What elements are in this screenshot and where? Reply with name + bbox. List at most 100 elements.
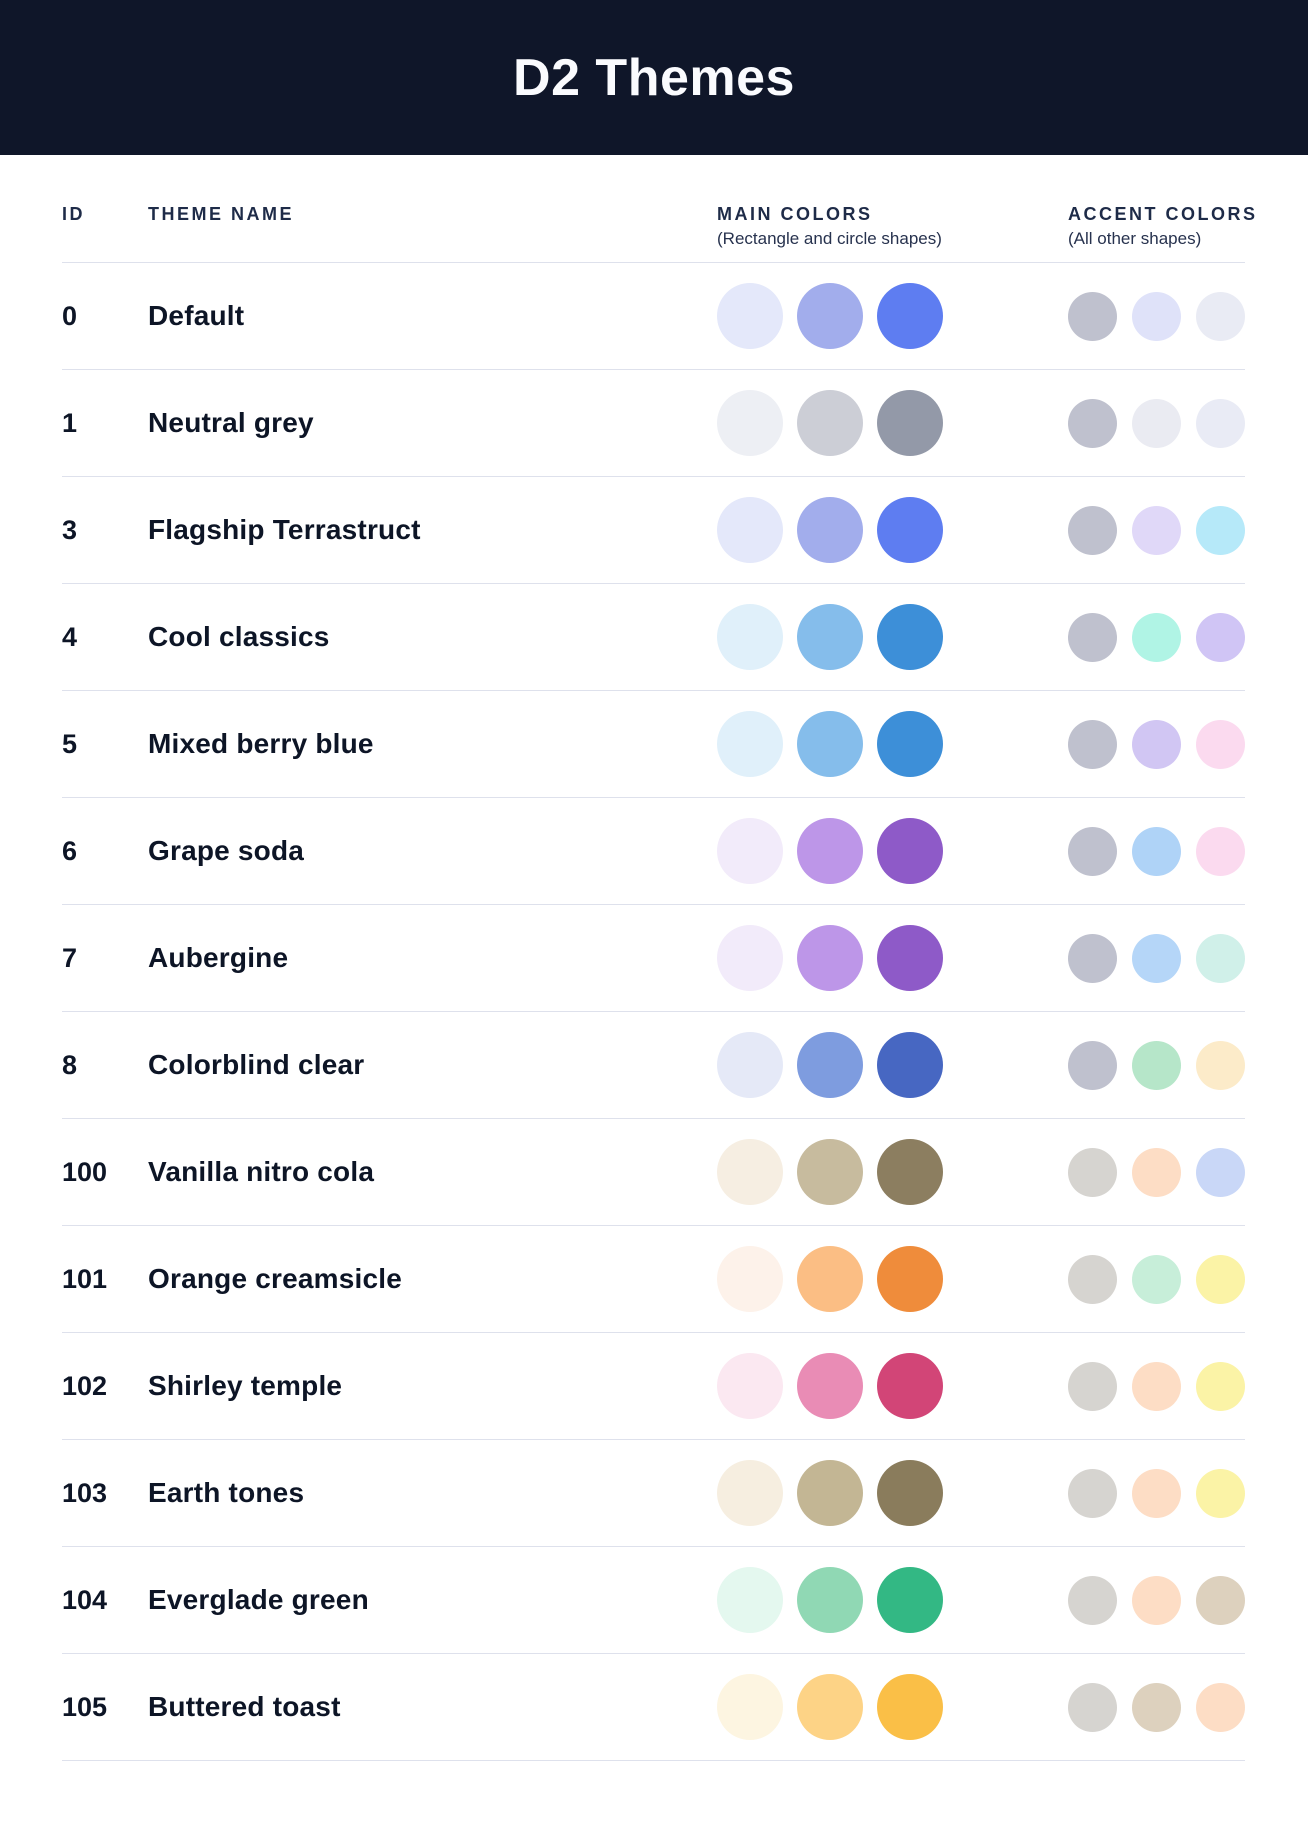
main-colors-cell — [717, 925, 943, 991]
main-color-swatch — [717, 925, 783, 991]
accent-color-swatch — [1196, 933, 1245, 983]
main-color-swatch — [717, 1246, 783, 1312]
main-colors-cell — [717, 1139, 943, 1205]
accent-color-swatch — [1068, 1040, 1117, 1090]
theme-name: Default — [148, 300, 245, 331]
accent-colors-cell — [1068, 933, 1245, 983]
main-color-swatch — [877, 1674, 943, 1740]
accent-color-swatch — [1132, 398, 1181, 448]
main-color-swatch — [717, 1674, 783, 1740]
main-color-swatch — [877, 1353, 943, 1419]
accent-color-swatch — [1068, 612, 1117, 662]
accent-color-swatch — [1068, 291, 1117, 341]
main-color-swatch — [797, 818, 863, 884]
main-color-swatch — [877, 711, 943, 777]
theme-name: Colorblind clear — [148, 1049, 365, 1080]
theme-row: 5 Mixed berry blue — [62, 691, 1245, 798]
main-color-swatch — [717, 283, 783, 349]
theme-name: Vanilla nitro cola — [148, 1156, 375, 1187]
main-colors-cell — [717, 1567, 943, 1633]
accent-color-swatch — [1196, 1468, 1245, 1518]
accent-color-swatch — [1132, 826, 1181, 876]
theme-id: 5 — [62, 728, 78, 759]
accent-color-swatch — [1132, 1040, 1181, 1090]
theme-row: 102 Shirley temple — [62, 1333, 1245, 1440]
theme-id: 8 — [62, 1049, 78, 1080]
accent-color-swatch — [1132, 505, 1181, 555]
theme-name: Orange creamsicle — [148, 1263, 402, 1294]
theme-name: Earth tones — [148, 1477, 305, 1508]
accent-color-swatch — [1132, 1361, 1181, 1411]
accent-colors-cell — [1068, 291, 1245, 341]
accent-color-swatch — [1196, 612, 1245, 662]
main-color-swatch — [797, 1032, 863, 1098]
theme-id: 3 — [62, 514, 78, 545]
accent-color-swatch — [1196, 1254, 1245, 1304]
main-color-swatch — [797, 390, 863, 456]
theme-id: 100 — [62, 1156, 108, 1187]
main-color-swatch — [877, 604, 943, 670]
accent-color-swatch — [1132, 612, 1181, 662]
theme-id: 7 — [62, 942, 78, 973]
accent-colors-cell — [1068, 1254, 1245, 1304]
accent-colors-cell — [1068, 1147, 1245, 1197]
theme-name: Grape soda — [148, 835, 305, 866]
accent-color-swatch — [1068, 1254, 1117, 1304]
accent-color-swatch — [1196, 1040, 1245, 1090]
themes-table: ID THEME NAME MAIN COLORS (Rectangle and… — [0, 155, 1308, 1761]
main-colors-cell — [717, 711, 943, 777]
main-colors-cell — [717, 283, 943, 349]
accent-colors-cell — [1068, 1575, 1245, 1625]
theme-row: 1 Neutral grey — [62, 370, 1245, 477]
accent-color-swatch — [1068, 1147, 1117, 1197]
main-colors-cell — [717, 818, 943, 884]
accent-color-swatch — [1068, 1468, 1117, 1518]
accent-colors-label: ACCENT COLORS — [1068, 204, 1258, 224]
theme-name: Flagship Terrastruct — [148, 514, 421, 545]
main-color-swatch — [797, 604, 863, 670]
main-color-swatch — [877, 818, 943, 884]
main-colors-cell — [717, 390, 943, 456]
theme-name: Buttered toast — [148, 1691, 341, 1722]
accent-colors-subtitle: (All other shapes) — [1068, 229, 1202, 248]
theme-row: 7 Aubergine — [62, 905, 1245, 1012]
accent-color-swatch — [1132, 1682, 1181, 1732]
theme-id: 0 — [62, 300, 78, 331]
theme-id: 105 — [62, 1691, 108, 1722]
main-color-swatch — [797, 283, 863, 349]
main-colors-label: MAIN COLORS — [717, 204, 873, 224]
main-color-swatch — [797, 1674, 863, 1740]
main-color-swatch — [877, 925, 943, 991]
main-color-swatch — [717, 604, 783, 670]
main-color-swatch — [717, 1567, 783, 1633]
theme-row: 6 Grape soda — [62, 798, 1245, 905]
theme-row: 0 Default — [62, 263, 1245, 370]
accent-colors-cell — [1068, 505, 1245, 555]
main-colors-cell — [717, 1674, 943, 1740]
column-header-main-colors: MAIN COLORS (Rectangle and circle shapes… — [717, 203, 943, 249]
accent-color-swatch — [1196, 398, 1245, 448]
theme-name: Neutral grey — [148, 407, 314, 438]
accent-color-swatch — [1068, 1682, 1117, 1732]
main-color-swatch — [717, 1139, 783, 1205]
main-colors-cell — [717, 604, 943, 670]
column-header-id: ID — [62, 204, 85, 224]
accent-color-swatch — [1068, 933, 1117, 983]
accent-color-swatch — [1132, 933, 1181, 983]
accent-color-swatch — [1196, 1147, 1245, 1197]
page-header: D2 Themes — [0, 0, 1308, 155]
main-color-swatch — [797, 1567, 863, 1633]
theme-row: 100 Vanilla nitro cola — [62, 1119, 1245, 1226]
main-color-swatch — [717, 497, 783, 563]
main-color-swatch — [877, 1567, 943, 1633]
main-color-swatch — [797, 925, 863, 991]
theme-row: 3 Flagship Terrastruct — [62, 477, 1245, 584]
main-colors-cell — [717, 1460, 943, 1526]
accent-color-swatch — [1068, 719, 1117, 769]
main-color-swatch — [797, 1246, 863, 1312]
theme-id: 1 — [62, 407, 78, 438]
theme-row: 103 Earth tones — [62, 1440, 1245, 1547]
accent-color-swatch — [1132, 1254, 1181, 1304]
main-color-swatch — [717, 1353, 783, 1419]
